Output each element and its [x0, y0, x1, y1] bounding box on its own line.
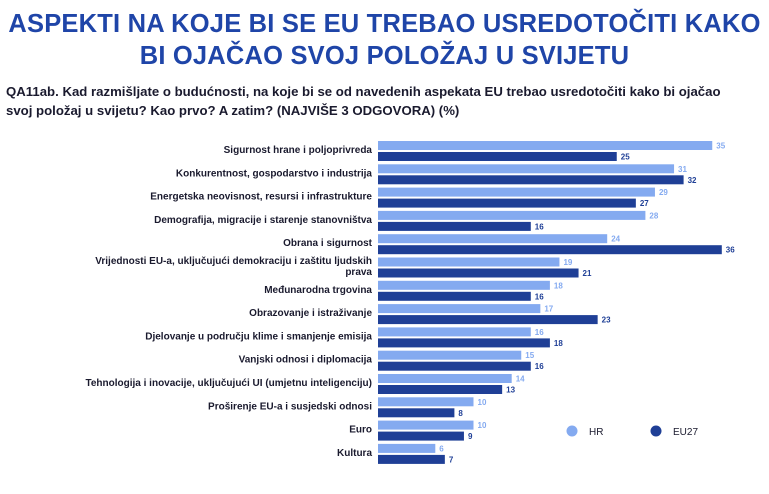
value-label-hr: 31 — [678, 165, 687, 174]
category-label: Vrijednosti EU-a, uključujući demokracij… — [95, 256, 372, 278]
legend-marker-eu27 — [650, 425, 662, 437]
value-label-hr: 19 — [563, 258, 572, 267]
bar-hr — [378, 397, 474, 407]
value-label-hr: 29 — [659, 188, 668, 197]
bar-hr — [378, 187, 655, 197]
chart-title: ASPEKTI NA KOJE BI SE EU TREBAO USREDOTO… — [0, 8, 769, 72]
bar-eu27 — [378, 245, 722, 255]
value-label-hr: 6 — [439, 444, 444, 453]
category-label: Tehnologija i inovacije, uključujući UI … — [85, 378, 372, 389]
bar-eu27 — [378, 431, 464, 441]
bar-hr — [378, 141, 713, 150]
value-label-eu27: 27 — [640, 199, 649, 208]
bar-hr — [378, 420, 474, 430]
bar-hr — [378, 374, 512, 383]
category-label: Konkurentnost, gospodarstvo i industrija — [176, 168, 373, 179]
value-label-eu27: 25 — [621, 153, 630, 162]
category-label: Obrazovanje i istraživanje — [249, 308, 372, 319]
category-label: Kultura — [337, 448, 372, 459]
bar-eu27 — [378, 338, 550, 348]
value-label-eu27: 18 — [554, 339, 563, 348]
category-label: Obrana i sigurnost — [283, 238, 373, 249]
chart-title-line-2: BI OJAČAO SVOJ POLOŽAJ U SVIJETU — [139, 42, 630, 70]
bar-hr — [378, 350, 522, 360]
bar-eu27 — [378, 385, 503, 394]
category-label: Međunarodna trgovina — [264, 285, 372, 296]
value-label-hr: 10 — [478, 421, 487, 430]
value-label-hr: 16 — [535, 328, 544, 337]
value-label-hr: 17 — [544, 305, 553, 314]
value-label-eu27: 16 — [535, 222, 544, 231]
bar-hr — [378, 280, 550, 290]
value-label-hr: 15 — [525, 351, 534, 360]
category-label: Vanjski odnosi i diplomacija — [239, 355, 373, 366]
bar-eu27 — [378, 175, 684, 185]
bar-hr — [378, 327, 531, 337]
value-label-hr: 14 — [516, 375, 525, 384]
bar-eu27 — [378, 268, 579, 278]
bar-eu27 — [378, 291, 531, 301]
legend-marker-hr — [566, 425, 578, 437]
bar-eu27 — [378, 152, 617, 161]
bar-eu27 — [378, 315, 598, 325]
bar-eu27 — [378, 454, 445, 464]
value-label-eu27: 36 — [726, 246, 735, 255]
category-label: Demografija, migracije i starenje stanov… — [154, 215, 372, 226]
value-label-eu27: 16 — [535, 362, 544, 371]
category-label: Euro — [349, 425, 372, 436]
bar-hr — [378, 257, 560, 267]
chart-title-line-1: ASPEKTI NA KOJE BI SE EU TREBAO USREDOTO… — [8, 10, 761, 38]
bar-eu27 — [378, 198, 636, 208]
category-label: Sigurnost hrane i poljoprivreda — [224, 145, 373, 156]
category-label: Proširenje EU-a i susjedski odnosi — [208, 401, 372, 412]
question-text: QA11ab. Kad razmišljate o budućnosti, na… — [6, 84, 721, 118]
legend-label-eu27: EU27 — [673, 427, 698, 438]
value-label-eu27: 7 — [449, 455, 454, 464]
bar-hr — [378, 304, 541, 314]
value-label-hr: 18 — [554, 281, 563, 290]
category-label: Energetska neovisnost, resursi i infrast… — [150, 192, 372, 203]
value-label-eu27: 13 — [506, 386, 515, 395]
bar-eu27 — [378, 408, 455, 418]
bar-hr — [378, 164, 675, 174]
value-label-eu27: 32 — [688, 176, 697, 185]
value-label-eu27: 21 — [583, 269, 592, 278]
category-label: Djelovanje u području klime i smanjenje … — [145, 331, 372, 342]
bar-hr — [378, 234, 608, 244]
value-label-hr: 24 — [611, 235, 620, 244]
value-label-hr: 10 — [478, 398, 487, 407]
bar-eu27 — [378, 221, 531, 231]
value-label-eu27: 16 — [535, 292, 544, 301]
legend-label-hr: HR — [589, 427, 603, 438]
value-label-hr: 35 — [716, 142, 725, 151]
value-label-hr: 28 — [649, 211, 658, 220]
bar-hr — [378, 443, 436, 453]
value-label-eu27: 8 — [458, 409, 463, 418]
bar-eu27 — [378, 361, 531, 371]
value-label-eu27: 9 — [468, 432, 473, 441]
value-label-eu27: 23 — [602, 316, 611, 325]
bar-hr — [378, 210, 646, 220]
